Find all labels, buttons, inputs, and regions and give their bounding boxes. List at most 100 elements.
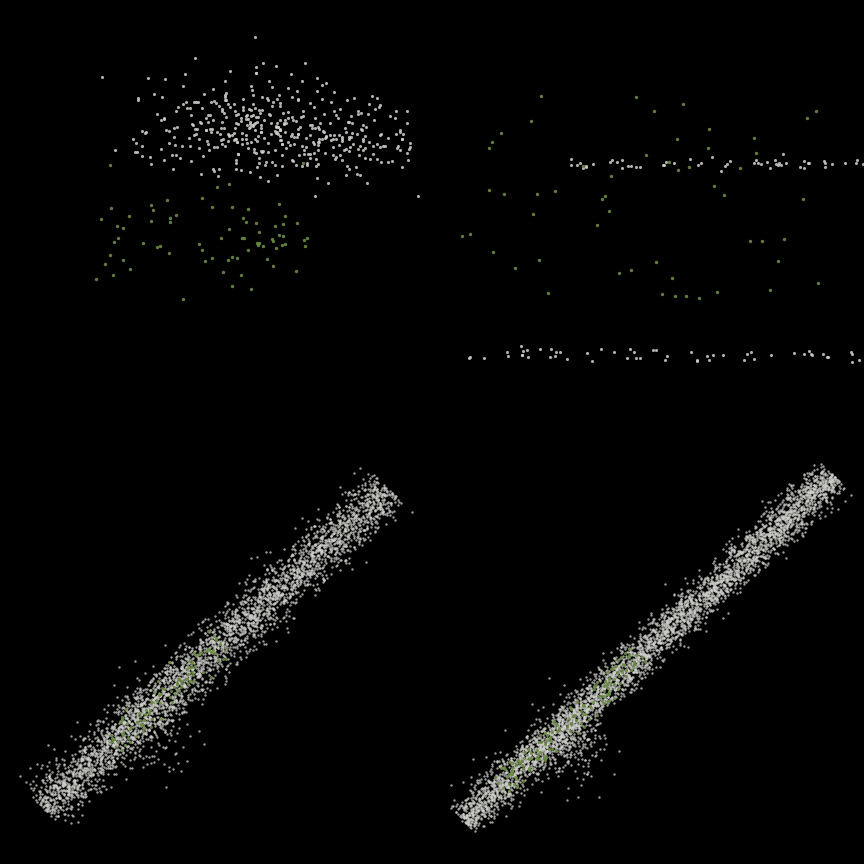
Point	[194, 667, 207, 681]
Point	[810, 486, 824, 499]
Point	[513, 766, 527, 780]
Point	[147, 716, 161, 730]
Point	[98, 733, 111, 746]
Point	[732, 569, 746, 583]
Point	[589, 691, 603, 705]
Point	[589, 747, 603, 761]
Point	[327, 526, 340, 540]
Point	[368, 477, 382, 491]
Point	[66, 789, 79, 803]
Point	[143, 694, 156, 708]
Point	[194, 167, 207, 181]
Point	[650, 643, 664, 657]
Point	[48, 757, 62, 771]
Point	[219, 606, 232, 619]
Point	[505, 762, 519, 776]
Point	[591, 699, 605, 713]
Point	[281, 569, 295, 583]
Point	[285, 110, 299, 124]
Point	[509, 774, 523, 788]
Point	[291, 535, 305, 549]
Point	[813, 496, 827, 510]
Point	[644, 606, 658, 619]
Point	[359, 141, 372, 155]
Point	[279, 574, 293, 588]
Point	[498, 756, 511, 770]
Point	[232, 147, 245, 161]
Point	[145, 694, 159, 708]
Point	[135, 694, 149, 708]
Point	[769, 526, 783, 540]
Point	[308, 561, 321, 575]
Point	[625, 661, 638, 675]
Point	[676, 627, 689, 641]
Point	[760, 523, 774, 537]
Point	[556, 715, 569, 728]
Point	[580, 697, 594, 711]
Point	[177, 677, 191, 691]
Point	[696, 585, 709, 599]
Point	[508, 762, 522, 776]
Point	[554, 730, 568, 744]
Point	[669, 607, 683, 620]
Point	[115, 710, 129, 724]
Point	[376, 497, 390, 511]
Point	[182, 671, 196, 685]
Point	[625, 263, 638, 276]
Point	[117, 730, 130, 744]
Point	[513, 781, 527, 795]
Point	[766, 528, 780, 542]
Point	[759, 529, 772, 543]
Point	[537, 750, 551, 764]
Point	[481, 804, 495, 817]
Point	[221, 618, 235, 632]
Point	[191, 656, 205, 670]
Point	[584, 725, 598, 739]
Point	[786, 488, 800, 502]
Point	[650, 632, 664, 645]
Point	[528, 755, 542, 769]
Point	[705, 569, 719, 583]
Point	[157, 112, 171, 126]
Point	[171, 683, 185, 697]
Point	[133, 734, 147, 747]
Point	[658, 616, 671, 630]
Point	[133, 682, 147, 696]
Point	[82, 759, 96, 772]
Point	[688, 607, 702, 620]
Point	[774, 515, 788, 529]
Point	[239, 607, 253, 620]
Point	[740, 533, 753, 547]
Point	[714, 584, 727, 598]
Point	[580, 681, 594, 695]
Point	[177, 696, 191, 710]
Point	[277, 561, 291, 575]
Point	[371, 520, 384, 534]
Point	[602, 695, 616, 708]
Point	[341, 523, 355, 537]
Point	[611, 661, 625, 675]
Point	[822, 481, 835, 495]
Point	[385, 486, 399, 500]
Point	[94, 213, 108, 226]
Point	[493, 779, 507, 793]
Point	[237, 602, 251, 616]
Point	[610, 665, 624, 679]
Point	[700, 572, 714, 586]
Point	[454, 797, 467, 811]
Point	[518, 748, 532, 762]
Point	[580, 702, 594, 715]
Point	[344, 519, 358, 533]
Point	[658, 620, 671, 634]
Point	[134, 685, 148, 699]
Point	[785, 526, 799, 540]
Point	[502, 781, 516, 795]
Point	[252, 607, 266, 621]
Point	[526, 746, 540, 760]
Point	[564, 721, 578, 734]
Point	[602, 668, 616, 682]
Point	[675, 586, 689, 600]
Point	[657, 630, 670, 644]
Point	[816, 472, 829, 486]
Point	[797, 467, 811, 481]
